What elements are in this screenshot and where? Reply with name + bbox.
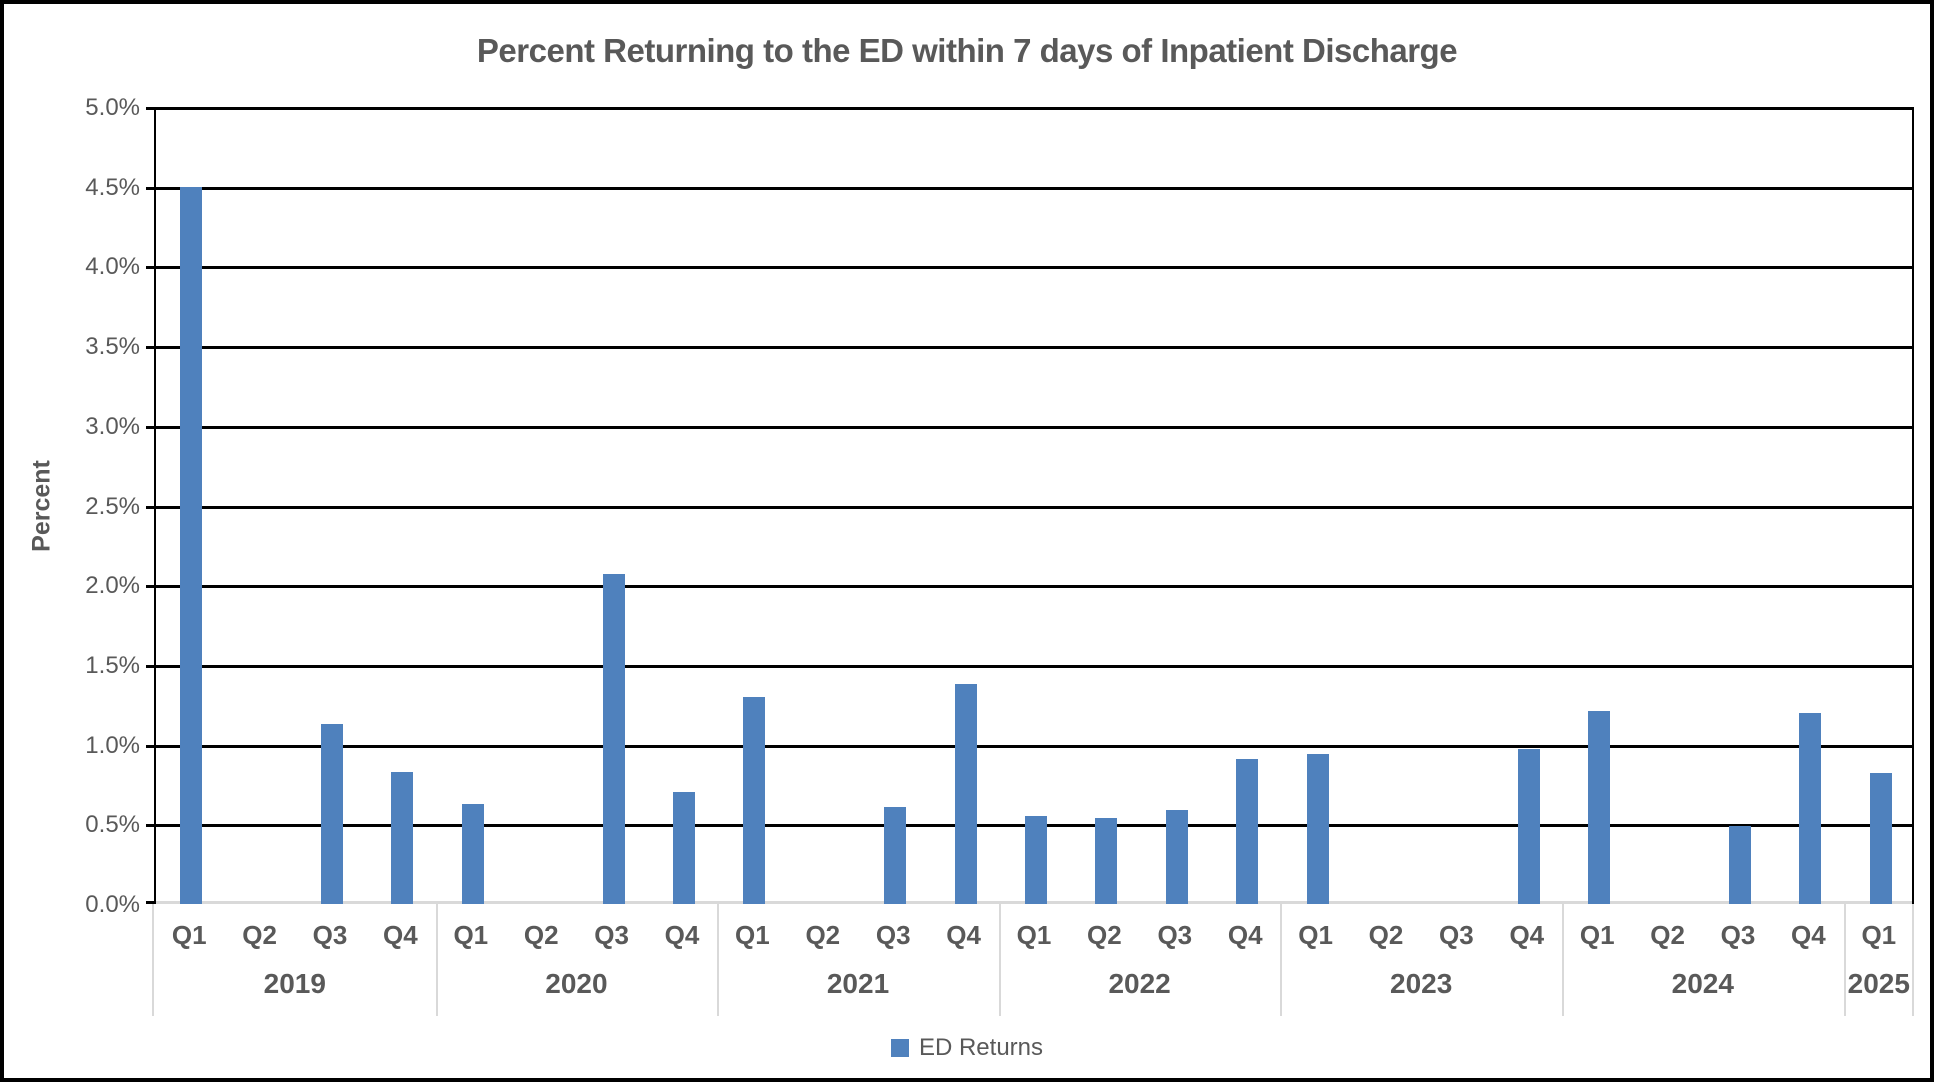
bar-chart: Percent Returning to the ED within 7 day…: [4, 4, 1930, 1078]
x-tick-label-quarter: Q4: [664, 920, 700, 950]
bar-2020-Q1: [461, 803, 484, 904]
y-tick-mark: [146, 266, 156, 270]
x-tick-label-quarter: Q1: [1579, 920, 1615, 950]
x-group-label-year: 2023: [1390, 968, 1453, 999]
year-separator: [1280, 904, 1283, 1016]
bar-2019-Q1: [180, 186, 203, 904]
year-separator: [1843, 904, 1846, 1016]
y-axis-title: Percent: [27, 459, 56, 552]
bar-2024-Q1: [1588, 711, 1611, 904]
x-tick-label-quarter: Q4: [946, 920, 981, 950]
x-tick-label-quarter: Q1: [1861, 920, 1897, 950]
x-tick-label-quarter: Q3: [875, 920, 911, 950]
y-tick-mark: [146, 107, 156, 110]
y-tick-mark: [146, 585, 156, 589]
bar-2022-Q1: [1025, 816, 1047, 904]
bar-2025-Q1: [1869, 773, 1892, 904]
bar-2019-Q4: [391, 771, 414, 904]
x-group-label-year: 2024: [1671, 968, 1734, 999]
x-tick-label-quarter: Q4: [1227, 920, 1263, 950]
y-tick-label: 2.5%: [85, 492, 140, 520]
y-tick-mark: [146, 664, 156, 668]
x-tick-label-quarter: Q3: [1439, 920, 1474, 950]
year-separator: [152, 904, 154, 1016]
x-tick-label-quarter: Q2: [242, 920, 277, 950]
x-tick-label-quarter: Q4: [1791, 920, 1826, 950]
y-tick-label: 3.5%: [85, 333, 140, 361]
year-separator: [1562, 904, 1564, 1016]
bar-2021-Q4: [954, 684, 977, 904]
legend-label: ED Returns: [918, 1034, 1044, 1061]
bar-2022-Q3: [1165, 809, 1188, 904]
y-tick-mark: [146, 824, 156, 828]
year-separator: [435, 904, 438, 1016]
gridline: [156, 505, 1912, 509]
x-group-label-year: 2020: [545, 968, 608, 999]
x-tick-label-quarter: Q2: [523, 920, 559, 950]
plot-area: Percent 5.0% 4.5% 4.0% 3.5% 3.0% 2.5% 2.0% 1.5%…: [28, 94, 1914, 918]
bar-2021-Q1: [743, 696, 766, 904]
year-separator: [1912, 904, 1914, 1016]
gridline: [156, 744, 1912, 748]
y-tick-label: 5.0%: [85, 94, 140, 121]
gridline: [156, 346, 1912, 350]
bar-2024-Q3: [1729, 825, 1751, 904]
y-tick-label: 0.5%: [85, 811, 140, 839]
bar-2019-Q3: [321, 723, 343, 904]
x-group-label-year: 2019: [263, 968, 326, 999]
x-tick-label-quarter: Q3: [312, 920, 348, 950]
gridline: [156, 266, 1912, 270]
y-tick-label: 4.0%: [85, 253, 140, 281]
x-tick-label-quarter: Q1: [453, 920, 489, 950]
bar-2022-Q2: [1095, 817, 1118, 904]
x-group-label-year: 2022: [1108, 968, 1171, 999]
y-tick-mark: [146, 744, 156, 748]
year-separator: [998, 904, 1001, 1016]
x-axis: Q1 Q2 Q3 Q4 Q1 Q2 Q3 Q4 Q1 Q2 Q3 Q4 Q1 Q2 Q3 Q4 Q1 Q2 Q3 Q4…: [152, 904, 1914, 1019]
x-tick-label-quarter: Q4: [383, 920, 418, 950]
x-group-label-year: 2021: [826, 968, 890, 999]
x-tick-label-quarter: Q1: [1298, 920, 1333, 950]
x-tick-label-quarter: Q4: [1509, 920, 1545, 950]
x-tick-label-quarter: Q2: [1087, 920, 1122, 950]
x-tick-label-quarter: Q2: [1368, 920, 1404, 950]
y-tick-label: 1.0%: [85, 731, 140, 759]
bar-2021-Q3: [884, 806, 907, 904]
chart-title: Percent Returning to the ED within 7 day…: [476, 32, 1458, 69]
y-tick-label: 2.0%: [85, 572, 140, 600]
gridline: [156, 425, 1912, 429]
y-tick-mark: [146, 505, 156, 509]
bar-2024-Q4: [1799, 712, 1822, 904]
y-tick-label: 1.5%: [85, 651, 140, 679]
x-tick-label-quarter: Q3: [1157, 920, 1193, 950]
x-tick-label-quarter: Q3: [594, 920, 629, 950]
y-tick-mark: [146, 425, 156, 429]
x-tick-label-quarter: Q2: [1650, 920, 1685, 950]
legend: ED Returns: [4, 1028, 1930, 1068]
y-tick-mark: [146, 901, 156, 904]
x-tick-label-quarter: Q1: [171, 920, 207, 950]
x-tick-label-quarter: Q1: [1016, 920, 1052, 950]
x-group-label-year: 2025: [1847, 968, 1910, 999]
x-tick-label-quarter: Q1: [735, 920, 770, 950]
gridline: [156, 107, 1912, 110]
year-separator: [717, 904, 720, 1016]
y-tick-mark: [146, 346, 156, 350]
legend-swatch-icon: [890, 1039, 909, 1057]
bar-2023-Q4: [1517, 749, 1540, 904]
gridline: [156, 186, 1912, 190]
gridline: [156, 664, 1912, 668]
x-tick-label-quarter: Q2: [805, 920, 841, 950]
bar-2022-Q4: [1236, 758, 1259, 904]
y-tick-label: 3.0%: [85, 412, 140, 440]
y-tick-mark: [146, 186, 156, 190]
x-tick-label-quarter: Q3: [1720, 920, 1756, 950]
y-tick-label: 4.5%: [85, 173, 140, 201]
y-tick-label: 0.0%: [85, 891, 140, 918]
bar-2023-Q1: [1306, 754, 1329, 904]
gridline: [156, 585, 1912, 589]
bar-2020-Q3: [602, 574, 625, 904]
bar-2020-Q4: [673, 792, 695, 904]
